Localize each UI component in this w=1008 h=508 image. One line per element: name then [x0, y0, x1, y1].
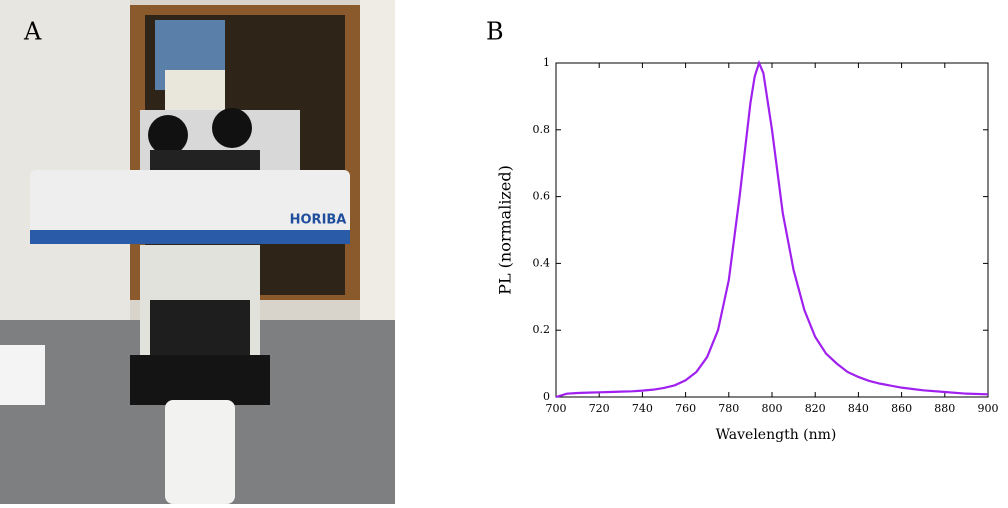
x-tick-label: 880	[934, 402, 955, 415]
y-tick-label: 0	[543, 390, 550, 403]
x-tick-label: 820	[805, 402, 826, 415]
x-tick-label: 900	[978, 402, 999, 415]
x-tick-label: 760	[675, 402, 696, 415]
photo: HORIBA A	[0, 0, 395, 504]
y-tick-label: 0.6	[533, 190, 551, 203]
y-tick-label: 1	[543, 56, 550, 69]
x-tick-label: 740	[632, 402, 653, 415]
y-axis-label: PL (normalized)	[496, 165, 515, 295]
panel-label: A	[23, 18, 42, 46]
x-axis-label: Wavelength (nm)	[716, 427, 837, 443]
x-tick-label: 860	[891, 402, 912, 415]
data-line	[555, 59, 989, 399]
y-tick-label: 0.2	[533, 323, 551, 336]
x-tick-label: 840	[848, 402, 869, 415]
y-tick-label: 0.8	[533, 123, 551, 136]
x-tick-label: 720	[589, 402, 610, 415]
panel-label: B	[486, 18, 504, 46]
plot-frame	[555, 62, 989, 398]
x-tick-label: 800	[762, 402, 783, 415]
x-tick-label: 780	[718, 402, 739, 415]
y-tick-label: 0.4	[533, 256, 551, 269]
x-tick-label: 700	[546, 402, 567, 415]
brand-label: HORIBA	[290, 213, 347, 228]
